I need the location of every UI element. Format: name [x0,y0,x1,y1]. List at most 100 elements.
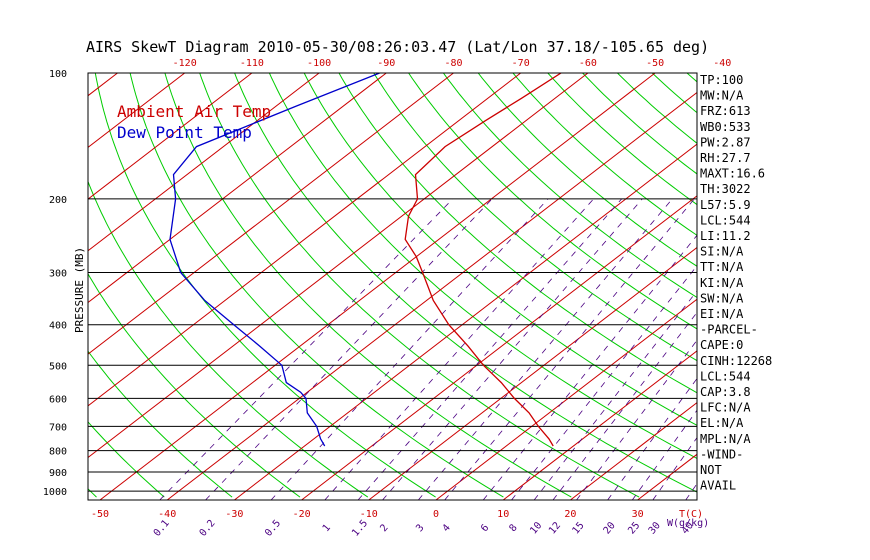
mixing-ratio-line [159,198,454,500]
legend-dew-point-temp: Dew Point Temp [117,123,252,142]
mixing-ratio-line [631,409,697,500]
dry-adiabat [477,73,697,267]
mixing-ratio-ticks: 0.1 0.2 0.5 1 1.5 2 3 4 6 8 10 12 15 20 25 30 40 [152,518,696,539]
index-item: AVAIL [700,479,736,493]
isotherm-line [502,350,697,500]
index-item: PW:2.87 [700,135,751,149]
index-item: RH:27.7 [700,151,751,165]
isotherm-line [166,91,697,500]
isotherm-line [637,453,697,500]
index-item: MPL:N/A [700,432,751,446]
dry-adiabat [234,73,697,493]
pressure-tick-label: 400 [49,321,67,332]
top-temp-tick-label: -50 [646,58,664,69]
mixing-ratio-line [324,198,594,500]
index-item: CAPE:0 [700,338,743,352]
legend-ambient-air-temp: Ambient Air Temp [117,102,271,121]
mixing-ratio-tick-label: 0.1 [152,518,172,539]
index-item: FRZ:613 [700,104,751,118]
mixing-ratio-tick-label: 8 [508,523,520,535]
mixing-ratio-tick-label: 2 [378,523,390,535]
mixing-ratio-tick-label: 3 [414,523,426,535]
top-temp-tick-label: -70 [512,58,530,69]
y-axis-label: PRESSURE (MB) [73,247,86,333]
pressure-tick-label: 800 [49,447,67,458]
index-item: TP:100 [700,73,743,87]
dry-adiabat [826,73,870,497]
bottom-temp-tick-label: 20 [564,509,576,520]
dewpoint-temp-line [169,73,380,447]
mixing-ratio-line [533,290,697,500]
bottom-temp-tick-label: -50 [91,509,109,520]
mixing-ratio-line [552,311,697,500]
mixing-ratio-unit: W(g/kg) [667,518,709,529]
isotherm-line [88,73,253,200]
top-temp-tick-label: -110 [240,58,264,69]
dry-adiabat [408,73,697,330]
top-temp-tick-label: -100 [307,58,331,69]
index-item: TT:N/A [700,260,744,274]
mixing-ratio-tick-label: 12 [547,520,563,536]
dry-adiabat [512,73,697,236]
mixing-ratio-tick-label: 1 [321,523,333,535]
top-temp-tick-label: -80 [444,58,462,69]
index-item: MW:N/A [700,89,744,103]
index-item: CINH:12268 [700,354,772,368]
isotherm-line [368,246,697,500]
index-item: LFC:N/A [700,401,751,415]
index-item: LCL:544 [700,213,751,227]
mixing-ratio-line [270,198,549,500]
index-item: LI:11.2 [700,229,751,243]
mixing-ratio-tick-label: 0.2 [198,518,218,539]
dry-adiabat [547,73,697,206]
isotherm-line [88,73,522,407]
mixing-ratio-line [205,198,493,500]
isotherm-line [435,298,697,500]
mixing-ratio-line [418,198,673,500]
isotherm-line [88,73,387,304]
isotherm-line [88,73,454,355]
temperature-unit: T(C) [679,509,703,520]
pressure-tick-label: 500 [49,361,67,372]
mixing-ratio-line [652,436,697,500]
top-temp-tick-label: -90 [377,58,395,69]
isotherm-line [0,73,50,500]
isotherm-line [570,401,697,500]
isotherm-line [99,73,656,500]
index-item: NOT [700,463,722,477]
dry-adiabat [792,73,870,497]
index-item: SI:N/A [700,245,744,259]
pressure-tick-label: 900 [49,468,67,479]
mixing-ratio-tick-label: 1.5 [350,518,370,539]
bottom-temp-tick-label: -40 [158,509,176,520]
mixing-ratio-line [482,234,697,500]
dry-adiabat [338,73,697,394]
top-temp-tick-label: -120 [173,58,197,69]
index-item: TH:3022 [700,182,751,196]
dry-adiabat [651,73,697,114]
isotherm-line [88,73,186,149]
isotherm-line [88,73,118,97]
bottom-temp-tick-label: 0 [433,509,439,520]
pressure-tick-label: 100 [49,69,67,80]
mixing-ratio-line [511,265,697,500]
pressure-tick-label: 300 [49,269,67,280]
index-item: -PARCEL- [700,323,758,337]
isotherm-line [839,73,870,500]
dry-adiabat [442,73,697,298]
index-item: WB0:533 [700,120,751,134]
mixing-ratio-tick-label: 15 [570,520,586,536]
pressure-tick-label: 700 [49,422,67,433]
bottom-temp-tick-label: -20 [293,509,311,520]
mixing-ratio-line [382,198,643,500]
dry-adiabat [373,73,697,362]
plot-frame [87,72,698,501]
mixing-ratio-tick-label: 0.5 [263,518,283,539]
mixing-ratio-tick-label: 30 [647,520,663,536]
mixing-ratio-line [576,339,697,500]
index-item: SW:N/A [700,291,744,305]
pressure-tick-label: 200 [49,195,67,206]
isotherm-line [301,195,697,500]
top-temp-tick-label: -60 [579,58,597,69]
